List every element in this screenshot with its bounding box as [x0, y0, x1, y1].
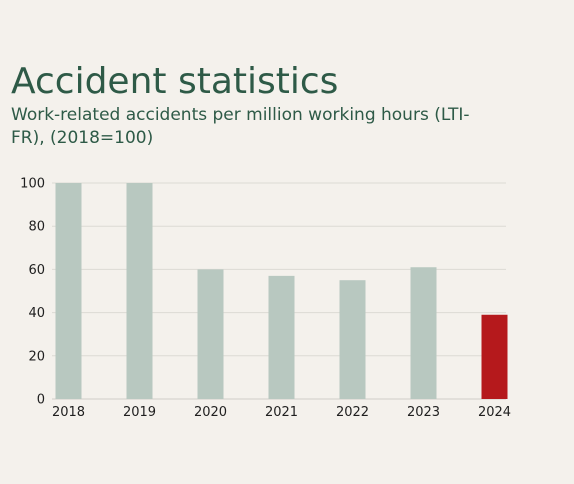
y-tick-label: 40	[28, 306, 45, 321]
bar-2024	[481, 314, 508, 399]
x-tick-label: 2018	[52, 405, 85, 420]
chart-title: Accident statistics	[11, 61, 339, 102]
x-tick-label: 2023	[407, 405, 440, 420]
y-tick-label: 0	[37, 393, 45, 408]
y-tick-label: 20	[28, 349, 45, 364]
bar-2023	[410, 267, 437, 399]
x-tick-label: 2022	[336, 405, 369, 420]
x-tick-label: 2024	[478, 405, 511, 420]
chart-subtitle: Work-related accidents per million worki…	[11, 105, 470, 148]
bar-2019	[126, 183, 153, 399]
x-tick-label: 2019	[123, 405, 156, 420]
bar-2018	[55, 183, 82, 399]
bar-2022	[339, 280, 366, 399]
bar-2021	[268, 275, 295, 399]
x-tick-label: 2020	[194, 405, 227, 420]
y-tick-label: 100	[20, 177, 45, 192]
y-axis-ticks: 0 20 40 60 80 100	[20, 177, 45, 408]
y-tick-label: 60	[28, 263, 45, 278]
bars	[55, 183, 508, 399]
x-axis-ticks: 2018 2019 2020 2021 2022 2023 2024	[52, 405, 511, 420]
y-tick-label: 80	[28, 220, 45, 235]
x-tick-label: 2021	[265, 405, 298, 420]
bar-2020	[197, 269, 224, 399]
